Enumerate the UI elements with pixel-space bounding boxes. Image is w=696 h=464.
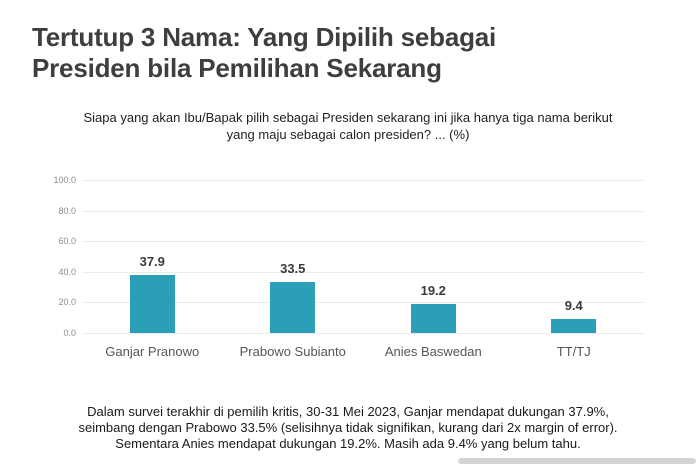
page-title-line-2: Presiden bila Pemilihan Sekarang (32, 53, 442, 83)
bar-value-label-ganjar-pranowo: 37.9 (139, 254, 165, 269)
y-axis-tick-label: 60.0 (58, 236, 76, 247)
gridline (82, 271, 644, 273)
y-axis-tick-label: 0.0 (63, 328, 76, 338)
bar-prabowo-subianto (270, 281, 316, 333)
y-axis-tick-label: 80.0 (58, 205, 76, 216)
gridline (82, 302, 644, 304)
bar-anies-baswedan (410, 303, 456, 333)
summary-text: Dalam survei terakhir di pemilih kritis,… (0, 404, 696, 452)
summary-line-2: seimbang dengan Prabowo 33.5% (selisihny… (78, 420, 618, 435)
survey-question-line-2: yang maju sebagai calon presiden? ... (%… (226, 126, 470, 142)
page-title: Tertutup 3 Nama: Yang Dipilih sebagai Pr… (32, 22, 496, 84)
y-axis-tick-label: 100.0 (53, 175, 76, 185)
survey-question: Siapa yang akan Ibu/Bapak pilih sebagai … (0, 110, 696, 143)
gridline (82, 333, 644, 334)
page-title-line-1: Tertutup 3 Nama: Yang Dipilih sebagai (32, 22, 497, 52)
y-axis-tick-label: 20.0 (58, 297, 76, 308)
x-axis-label-prabowo-subianto: Prabowo Subianto (239, 344, 346, 359)
bar-ganjar-pranowo (129, 275, 175, 333)
gridline (82, 180, 644, 181)
gridline (82, 241, 644, 243)
x-axis-label-tt-tj: TT/TJ (556, 344, 591, 359)
summary-line-1: Dalam survei terakhir di pemilih kritis,… (87, 404, 609, 419)
bar-value-label-anies-baswedan: 19.2 (420, 282, 446, 298)
bar-tt-tj (551, 318, 597, 333)
horizontal-scrollbar-thumb[interactable] (458, 458, 696, 464)
x-axis-label-anies-baswedan: Anies Baswedan (384, 344, 482, 359)
x-axis-label-ganjar-pranowo: Ganjar Pranowo (105, 344, 200, 359)
bar-value-label-prabowo-subianto: 33.5 (280, 260, 306, 276)
gridline (82, 210, 644, 212)
y-axis-tick-label: 40.0 (58, 266, 76, 277)
survey-question-line-1: Siapa yang akan Ibu/Bapak pilih sebagai … (83, 110, 613, 125)
summary-line-3: Sementara Anies mendapat dukungan 19.2%.… (115, 436, 581, 451)
bar-value-label-tt-tj: 9.4 (564, 297, 583, 313)
